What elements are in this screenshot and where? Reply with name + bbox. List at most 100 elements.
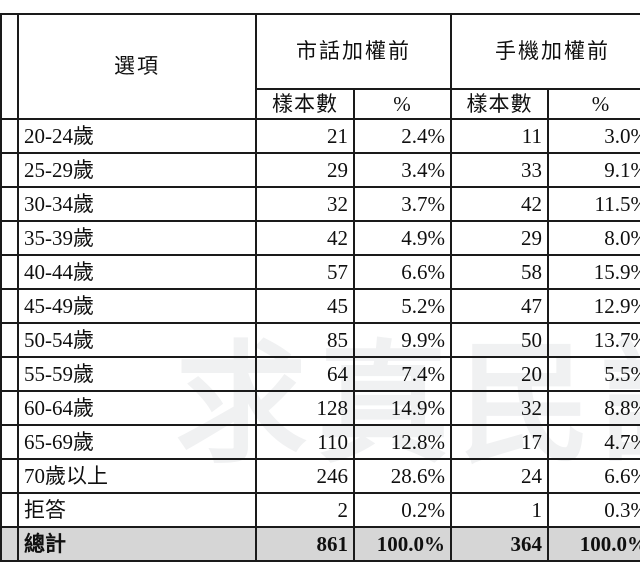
cell-total-landline-percent: 100.0% [353, 526, 452, 562]
cell-mobile-percent: 5.5% [547, 356, 640, 392]
cell-mobile-count: 42 [450, 186, 549, 222]
cell-option-label: 30-34歲 [17, 186, 257, 222]
row-gutter [0, 424, 19, 460]
cell-landline-count: 45 [255, 288, 355, 324]
cell-total-mobile-percent: 100.0% [547, 526, 640, 562]
cell-landline-percent: 7.4% [353, 356, 452, 392]
row-gutter [0, 186, 19, 222]
cell-option-label: 45-49歲 [17, 288, 257, 324]
cell-landline-count: 29 [255, 152, 355, 188]
cell-landline-percent: 5.2% [353, 288, 452, 324]
cell-option-label: 70歲以上 [17, 458, 257, 494]
cell-mobile-percent: 12.9% [547, 288, 640, 324]
cell-option-label: 65-69歲 [17, 424, 257, 460]
cell-landline-count: 85 [255, 322, 355, 358]
table-head: 選項 市話加權前 手機加權前 樣本數 % 樣本數 % [0, 13, 640, 120]
cell-mobile-percent: 3.0% [547, 118, 640, 154]
cell-option-label: 35-39歲 [17, 220, 257, 256]
age-distribution-table: 選項 市話加權前 手機加權前 樣本數 % 樣本數 % 20-24歲 21 2.4% 1… [0, 13, 640, 562]
cell-mobile-percent: 8.8% [547, 390, 640, 426]
cell-mobile-count: 11 [450, 118, 549, 154]
cell-landline-count: 21 [255, 118, 355, 154]
cell-mobile-percent: 6.6% [547, 458, 640, 494]
cell-mobile-count: 1 [450, 492, 549, 528]
cell-mobile-percent: 4.7% [547, 424, 640, 460]
table-body: 20-24歲212.4%113.0%25-29歲293.4%339.1%30-3… [0, 118, 640, 562]
cell-landline-count: 32 [255, 186, 355, 222]
cell-mobile-count: 20 [450, 356, 549, 392]
column-group-header-mobile: 手機加權前 [450, 13, 640, 90]
cell-landline-percent: 14.9% [353, 390, 452, 426]
column-header-landline-percent: % [353, 88, 452, 120]
cell-landline-count: 64 [255, 356, 355, 392]
cell-mobile-count: 24 [450, 458, 549, 494]
cell-total-mobile-count: 364 [450, 526, 549, 562]
cell-mobile-percent: 15.9% [547, 254, 640, 290]
cell-landline-percent: 12.8% [353, 424, 452, 460]
row-gutter [0, 152, 19, 188]
row-gutter [0, 288, 19, 324]
cell-mobile-count: 50 [450, 322, 549, 358]
cell-landline-percent: 2.4% [353, 118, 452, 154]
cell-option-label: 40-44歲 [17, 254, 257, 290]
column-header-mobile-count: 樣本數 [450, 88, 549, 120]
cell-option-label: 50-54歲 [17, 322, 257, 358]
cell-mobile-count: 17 [450, 424, 549, 460]
cell-landline-count: 110 [255, 424, 355, 460]
cell-mobile-count: 47 [450, 288, 549, 324]
row-gutter [0, 458, 19, 494]
cell-landline-percent: 4.9% [353, 220, 452, 256]
cell-landline-percent: 28.6% [353, 458, 452, 494]
column-header-landline-count: 樣本數 [255, 88, 355, 120]
cell-mobile-percent: 13.7% [547, 322, 640, 358]
cell-mobile-count: 58 [450, 254, 549, 290]
cell-landline-count: 128 [255, 390, 355, 426]
cell-option-label: 拒答 [17, 492, 257, 528]
cell-mobile-count: 29 [450, 220, 549, 256]
cell-landline-percent: 3.7% [353, 186, 452, 222]
row-gutter [0, 356, 19, 392]
cell-option-label: 25-29歲 [17, 152, 257, 188]
column-group-header-landline: 市話加權前 [255, 13, 452, 90]
cell-landline-percent: 3.4% [353, 152, 452, 188]
cell-landline-count: 42 [255, 220, 355, 256]
header-row-groups: 選項 市話加權前 手機加權前 [0, 13, 640, 120]
cell-mobile-percent: 8.0% [547, 220, 640, 256]
column-header-mobile-percent: % [547, 88, 640, 120]
cell-landline-percent: 0.2% [353, 492, 452, 528]
cell-landline-percent: 9.9% [353, 322, 452, 358]
survey-table-container: 選項 市話加權前 手機加權前 樣本數 % 樣本數 % 20-24歲 21 2.4% 1… [0, 13, 640, 562]
cell-landline-count: 246 [255, 458, 355, 494]
cell-mobile-percent: 9.1% [547, 152, 640, 188]
cell-option-label: 60-64歲 [17, 390, 257, 426]
row-gutter [0, 118, 19, 154]
cell-landline-count: 2 [255, 492, 355, 528]
row-gutter [0, 254, 19, 290]
cell-mobile-percent: 0.3% [547, 492, 640, 528]
cell-landline-percent: 6.6% [353, 254, 452, 290]
row-gutter [0, 220, 19, 256]
header-row-subcolumns: 樣本數 % 樣本數 % [1, 88, 640, 120]
cell-mobile-percent: 11.5% [547, 186, 640, 222]
row-gutter [0, 526, 19, 562]
cell-option-label: 55-59歲 [17, 356, 257, 392]
cell-total-label: 總計 [17, 526, 257, 562]
row-gutter-header [0, 13, 19, 120]
cell-mobile-count: 32 [450, 390, 549, 426]
cell-mobile-count: 33 [450, 152, 549, 188]
row-gutter [0, 390, 19, 426]
row-gutter [0, 322, 19, 358]
